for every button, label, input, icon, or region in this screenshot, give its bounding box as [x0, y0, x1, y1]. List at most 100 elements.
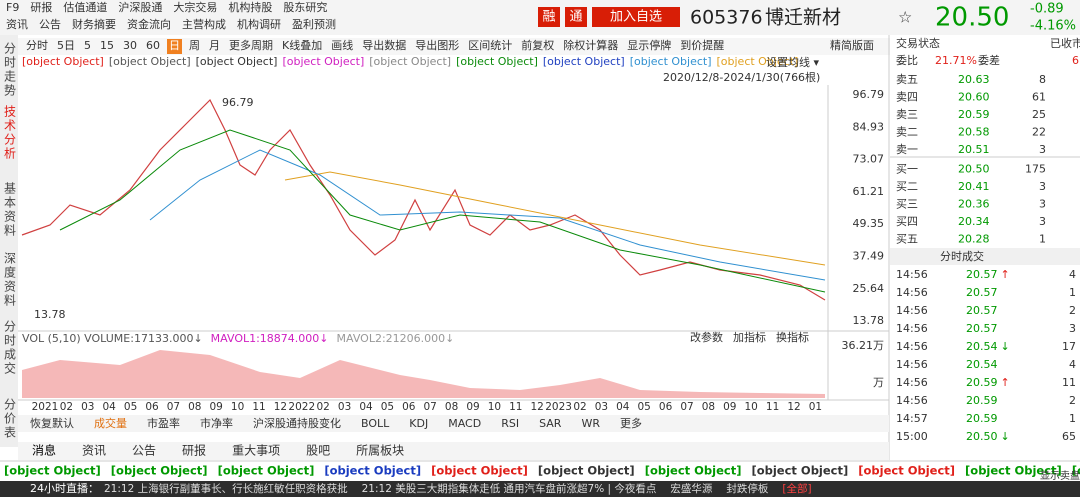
toolbar-item[interactable]: 区间统计 — [468, 39, 512, 52]
index-item: [object Object] — [751, 464, 848, 478]
indicator-tab[interactable]: MACD — [448, 417, 481, 430]
bottom-tab[interactable]: 公告 — [132, 444, 156, 458]
trade-volume: 65 — [1062, 430, 1076, 443]
indicator-tab[interactable]: 更多 — [620, 416, 642, 430]
book-volume: 8 — [1039, 73, 1046, 86]
bottom-tab[interactable]: 消息 — [32, 443, 56, 458]
trade-time: 14:56 — [896, 394, 928, 407]
trade-volume: 1 — [1069, 286, 1076, 299]
volume-button[interactable]: 换指标 — [776, 330, 809, 344]
x-axis-label: 03 — [338, 401, 351, 413]
header-button[interactable] — [592, 7, 680, 27]
side-tab[interactable]: 基本资料 — [3, 182, 17, 238]
index-item: [object Object] — [324, 464, 421, 478]
header-button-label: 通 — [569, 10, 582, 25]
menu-item: 研报 — [30, 0, 52, 14]
side-tab[interactable]: 技术分析 — [3, 105, 17, 161]
toolbar-item[interactable]: 到价提醒 — [680, 39, 724, 52]
ma60-line — [59, 129, 826, 293]
x-axis-label: 11 — [252, 401, 265, 413]
status-value: 已收市 — [1050, 36, 1080, 50]
toolbar-item[interactable]: 5 — [84, 39, 91, 52]
toolbar-item[interactable]: 5日 — [57, 39, 75, 52]
indicator-tab[interactable]: 沪深股通持股变化 — [253, 416, 341, 430]
x-axis-label: 07 — [680, 401, 693, 413]
side-tab[interactable]: 分价表 — [3, 398, 17, 440]
x-axis-label: 03 — [81, 401, 94, 413]
toolbar-item[interactable]: 30 — [123, 39, 137, 52]
bottom-tab[interactable]: 重大事项 — [232, 444, 280, 458]
book-price: 20.58 — [958, 126, 990, 139]
toolbar-item[interactable]: 画线 — [331, 38, 353, 52]
favorite-star[interactable]: ☆ — [898, 8, 912, 27]
x-axis-label: 10 — [488, 401, 501, 413]
menu-item: 资讯 — [6, 18, 28, 31]
toolbar-item[interactable]: 更多周期 — [229, 38, 273, 52]
toolbar-item[interactable]: 导出图形 — [415, 38, 459, 52]
menu-item: 估值通道 — [63, 0, 107, 14]
bottom-tab[interactable]: 研报 — [182, 443, 206, 458]
x-axis-label: 09 — [723, 401, 736, 413]
toolbar-item[interactable]: 除权计算器 — [563, 38, 618, 52]
tabs-bg — [18, 442, 889, 460]
price-axis-label: 25.64 — [853, 282, 885, 295]
side-tab[interactable]: 深度资料 — [3, 252, 17, 308]
book-volume: 3 — [1039, 180, 1046, 193]
trade-volume: 4 — [1069, 268, 1076, 281]
ticker-item: 宏盛华源 — [670, 482, 712, 495]
indicator-tab[interactable]: RSI — [501, 417, 519, 430]
indicator-tab[interactable]: SAR — [539, 417, 562, 430]
x-axis-label: 2021 — [32, 401, 59, 413]
ticker-label: 24小时直播： — [30, 481, 99, 495]
toolbar-item[interactable]: 60 — [146, 39, 160, 52]
book-volume: 175 — [1025, 163, 1046, 176]
volume-button[interactable]: 改参数 — [690, 330, 723, 344]
ma-value: [object Object] — [456, 55, 538, 68]
toolbar-item[interactable]: 周 — [189, 39, 200, 52]
x-axis-label: 07 — [167, 401, 180, 413]
date-range: 2020/12/8-2024/1/30(766根) — [663, 70, 820, 84]
toolbar-item[interactable]: 导出数据 — [362, 38, 406, 52]
toolbar-item[interactable]: 前复权 — [521, 38, 554, 52]
ma-settings[interactable]: 设置均线 ▾ — [766, 55, 819, 69]
indicator-tab[interactable]: 市净率 — [200, 416, 233, 430]
x-axis-label: 07 — [424, 401, 437, 413]
toolbar-item[interactable]: 15 — [100, 39, 114, 52]
index-item: [object Object] — [538, 464, 635, 478]
bottom-tab[interactable]: 资讯 — [82, 444, 106, 458]
indicator-tab[interactable]: 成交量 — [94, 416, 127, 430]
book-price: 20.28 — [958, 233, 990, 246]
ma250-line — [284, 171, 826, 266]
x-axis-label: 05 — [381, 401, 394, 413]
trade-time: 14:57 — [896, 412, 928, 425]
header-button[interactable] — [565, 7, 587, 27]
toolbar-item[interactable]: 显示停牌 — [627, 38, 671, 52]
show-sell[interactable]: 显示卖盘 — [1040, 469, 1080, 482]
toolbar-item[interactable]: 月 — [209, 39, 220, 52]
volume-axis-label: 36.21万 — [842, 339, 885, 352]
bottom-tab[interactable]: 股吧 — [306, 444, 330, 458]
indicator-tab[interactable]: BOLL — [361, 417, 390, 430]
ma-value: [object Object] — [282, 55, 364, 68]
indicator-tab[interactable]: 恢复默认 — [30, 416, 74, 430]
bottom-tab[interactable]: 所属板块 — [356, 444, 404, 458]
trade-price: 20.57 — [966, 268, 998, 281]
x-axis-label: 03 — [595, 401, 608, 413]
side-tab[interactable]: 分时走势 — [3, 42, 17, 98]
x-axis-label: 02 — [317, 401, 330, 413]
toolbar-item[interactable]: 日 — [169, 39, 180, 52]
toolbar-item[interactable]: 分时 — [26, 39, 48, 52]
trade-volume: 2 — [1069, 394, 1076, 407]
volume-indicator: VOL (5,10) VOLUME:17133.000↓ — [22, 332, 203, 345]
menu-item: 公告 — [39, 18, 61, 31]
indicator-tab[interactable]: KDJ — [409, 417, 428, 430]
header-button[interactable] — [538, 7, 560, 27]
toolbar-item[interactable]: K线叠加 — [282, 38, 322, 52]
side-tab[interactable]: 分时成交 — [3, 320, 17, 376]
indicator-tab[interactable]: WR — [581, 417, 600, 430]
toolbar-item[interactable]: 精简版面 — [830, 38, 874, 52]
ma-value: [object Object] — [196, 55, 278, 68]
volume-button[interactable]: 加指标 — [733, 330, 766, 344]
indicator-tab[interactable]: 市盈率 — [147, 416, 180, 430]
x-axis-label: 05 — [124, 401, 137, 413]
